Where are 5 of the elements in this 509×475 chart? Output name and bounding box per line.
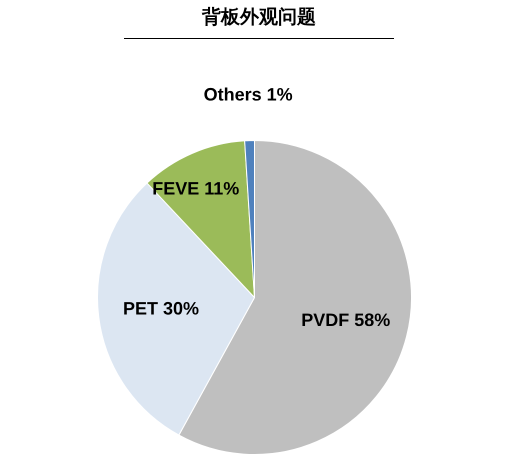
slice-label: PET 30% [123,298,200,318]
slice-label: Others 1% [204,84,293,105]
slice-label: PVDF 58% [301,310,390,330]
slice-label: FEVE 11% [152,178,240,198]
chart-title: 背板外观问题 [124,4,394,39]
